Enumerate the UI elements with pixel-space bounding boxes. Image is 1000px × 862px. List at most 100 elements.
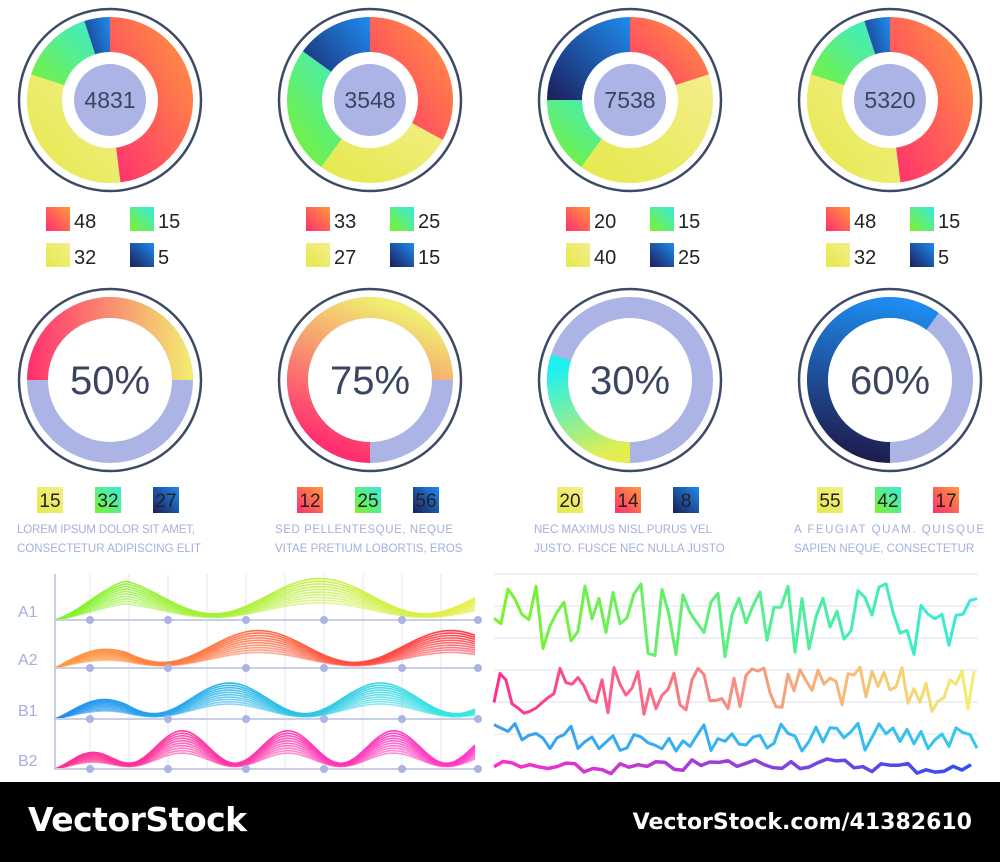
legend-value: 20 bbox=[559, 491, 580, 512]
infographic-canvas: 4831 3548 7538 5320 50% 75% 30% 60% 48 32 15 5 33 27… bbox=[17, 7, 984, 776]
percent-donut-2: 75% bbox=[277, 287, 463, 473]
donut-percent-label: 60% bbox=[850, 359, 930, 403]
pie-hub bbox=[594, 64, 666, 136]
wave-line bbox=[54, 691, 476, 720]
wave-line bbox=[54, 649, 476, 669]
legend-value: 42 bbox=[877, 491, 898, 512]
legend-label: 15 bbox=[418, 247, 440, 269]
legend-label: 5 bbox=[938, 247, 949, 269]
baseline-dot bbox=[86, 616, 94, 624]
donut-hole bbox=[828, 318, 952, 442]
baseline-dot bbox=[86, 664, 94, 672]
legend-swatch bbox=[297, 487, 323, 513]
legend-swatch bbox=[933, 487, 959, 513]
baseline-dot bbox=[320, 664, 328, 672]
line-series-3 bbox=[493, 721, 979, 753]
donut-charts: 4831 3548 7538 5320 50% 75% 30% 60% bbox=[17, 7, 983, 473]
wave-line bbox=[54, 696, 476, 720]
wave-line bbox=[54, 729, 476, 770]
caption-text: SAPIEN NEQUE, CONSECTETUR bbox=[794, 543, 974, 555]
pie-hub bbox=[334, 64, 406, 136]
wave-line bbox=[54, 682, 476, 720]
line-series-1 bbox=[493, 582, 978, 659]
baseline-dot bbox=[242, 664, 250, 672]
donut-progress-arc bbox=[806, 296, 939, 463]
pie-hub bbox=[74, 64, 146, 136]
baseline-dot bbox=[242, 616, 250, 624]
legend-swatch bbox=[390, 243, 414, 267]
pie-center-value: 4831 bbox=[84, 87, 135, 113]
baseline-dot bbox=[474, 765, 482, 773]
wave-line bbox=[54, 684, 476, 720]
donut-progress-arc bbox=[27, 297, 193, 380]
legend-swatch bbox=[826, 207, 850, 231]
caption-text: LOREM IPSUM DOLOR SIT AMET, bbox=[17, 524, 195, 536]
legend-swatch bbox=[153, 487, 179, 513]
wave-line bbox=[54, 646, 476, 669]
wave-line bbox=[54, 686, 476, 720]
baseline-dot bbox=[164, 715, 172, 723]
legend-label: 15 bbox=[938, 211, 960, 233]
wave-line bbox=[54, 632, 476, 669]
pie-chart-4: 5320 bbox=[797, 7, 983, 193]
wave-line bbox=[54, 577, 476, 621]
legend-value: 32 bbox=[97, 491, 118, 512]
legend-label: 33 bbox=[334, 211, 356, 233]
caption-text: CONSECTETUR ADIPISCING ELIT bbox=[17, 543, 201, 555]
caption-text: JUSTO. FUSCE NEC NULLA JUSTO bbox=[534, 543, 725, 555]
donut-percent-label: 75% bbox=[330, 359, 410, 403]
area-series-B2: B2 bbox=[18, 729, 482, 773]
pie-center-value: 7538 bbox=[604, 87, 655, 113]
wave-line bbox=[54, 642, 476, 669]
wave-line bbox=[54, 703, 476, 720]
legend-label: 25 bbox=[418, 211, 440, 233]
pie-chart-2: 3548 bbox=[277, 7, 463, 193]
baseline-dot bbox=[320, 765, 328, 773]
legend-swatch bbox=[390, 207, 414, 231]
legend-value: 27 bbox=[155, 491, 176, 512]
legend-swatch bbox=[566, 243, 590, 267]
baseline-dot bbox=[474, 715, 482, 723]
legend-swatch bbox=[673, 487, 699, 513]
donut-percent-label: 30% bbox=[590, 359, 670, 403]
legend-value: 56 bbox=[415, 491, 436, 512]
caption-text: VITAE PRETIUM LOBORTIS, EROS bbox=[275, 543, 463, 555]
baseline-dot bbox=[320, 616, 328, 624]
pie-chart-3: 7538 bbox=[537, 7, 723, 193]
series-label: A1 bbox=[18, 604, 38, 621]
baseline-dot bbox=[398, 616, 406, 624]
baseline-dot bbox=[86, 765, 94, 773]
line-series-2 bbox=[492, 665, 976, 716]
legend-label: 32 bbox=[74, 247, 96, 269]
series-label: A2 bbox=[18, 652, 38, 669]
percent-donut-3: 30% bbox=[537, 287, 723, 473]
legend-label: 15 bbox=[678, 211, 700, 233]
line-series-4 bbox=[493, 757, 972, 776]
legend-label: 5 bbox=[158, 247, 169, 269]
caption-text: NEC MAXIMUS NISL PURUS VEL bbox=[534, 524, 713, 536]
donut-percent-label: 50% bbox=[70, 359, 150, 403]
legend-label: 40 bbox=[594, 247, 616, 269]
wave-line bbox=[54, 644, 476, 669]
baseline-dot bbox=[320, 715, 328, 723]
baseline-dot bbox=[242, 715, 250, 723]
baseline-dot bbox=[398, 765, 406, 773]
legend-swatch bbox=[130, 207, 154, 231]
legend-swatch bbox=[413, 487, 439, 513]
baseline-dot bbox=[474, 616, 482, 624]
donut-hole bbox=[308, 318, 432, 442]
percent-donut-4: 60% bbox=[797, 287, 983, 473]
legend-swatch bbox=[355, 487, 381, 513]
legend-swatch bbox=[46, 207, 70, 231]
legend-swatch bbox=[817, 487, 843, 513]
legend-value: 25 bbox=[357, 491, 378, 512]
area-series-B1: B1 bbox=[18, 682, 482, 723]
legend-value: 14 bbox=[617, 491, 639, 512]
legend-swatch bbox=[910, 207, 934, 231]
pie-hub bbox=[854, 64, 926, 136]
pie-center-value: 3548 bbox=[344, 87, 395, 113]
area-chart: A1 A2 B1 B2 bbox=[18, 574, 482, 773]
legend-swatch bbox=[95, 487, 121, 513]
legend-label: 27 bbox=[334, 247, 356, 269]
series-label: B2 bbox=[18, 753, 38, 770]
